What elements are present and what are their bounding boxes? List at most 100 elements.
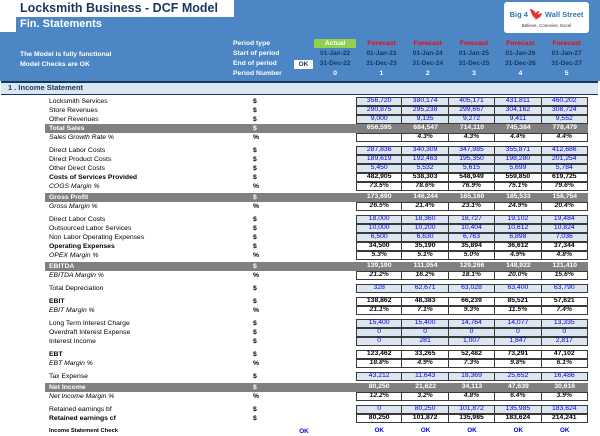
value-cell[interactable]: 34,500 [356,242,403,251]
period-start-cell[interactable]: 01-Jan-23 [366,50,397,57]
value-cell[interactable]: 1,847 [495,337,542,346]
period-end-cell[interactable]: 31-Dec-22 [319,60,351,67]
value-cell[interactable]: 30,616 [554,383,576,391]
value-cell[interactable]: 16,486 [541,372,588,381]
value-cell[interactable]: 0 [448,328,496,337]
value-cell[interactable]: 80,250 [368,383,390,391]
value-cell[interactable]: 0 [356,405,403,414]
value-cell[interactable]: 73,291 [495,350,542,359]
value-cell[interactable]: 5.1% [402,251,449,260]
value-cell[interactable]: 4.3% [402,133,449,142]
value-cell[interactable]: 18.8% [356,359,403,368]
value-cell[interactable]: 185,533 [506,193,531,201]
value-cell[interactable]: 6.4% [495,392,542,401]
value-cell[interactable]: 2,817 [541,337,588,346]
value-cell[interactable]: 5,699 [495,164,542,173]
value-cell[interactable]: 25,652 [495,372,542,381]
period-type-cell[interactable]: Forecast [552,40,581,47]
value-cell[interactable]: 165,160 [459,193,485,201]
value-cell[interactable]: 24.9% [495,202,542,211]
value-cell[interactable]: 290,875 [356,106,403,115]
value-cell[interactable]: 405,171 [448,97,496,106]
value-cell[interactable]: 129,266 [459,262,485,270]
period-end-cell[interactable]: 31-Dec-23 [366,60,397,67]
value-cell[interactable]: 101,872 [448,405,496,414]
value-cell[interactable]: 75.1% [495,182,542,191]
value-cell[interactable]: 123,462 [356,350,403,359]
value-cell[interactable]: 173,690 [366,193,392,201]
value-cell[interactable]: OK [513,427,524,435]
value-cell[interactable]: 19,484 [541,215,588,224]
value-cell[interactable]: 656,595 [366,124,392,132]
value-cell[interactable]: 9,411 [495,115,542,124]
value-cell[interactable]: 15,400 [402,319,449,328]
value-cell[interactable]: 26.5% [356,202,403,211]
value-cell[interactable]: 73.5% [356,182,403,191]
value-cell[interactable]: 10,000 [356,224,403,233]
value-cell[interactable]: 431,811 [495,97,542,106]
value-cell[interactable]: 33,265 [402,350,449,359]
value-cell[interactable]: 548,949 [448,173,496,182]
value-cell[interactable]: 36,612 [495,242,542,251]
value-cell[interactable]: 80,250 [402,405,449,414]
value-cell[interactable]: 4.9% [402,359,449,368]
value-cell[interactable]: 35,894 [448,242,496,251]
value-cell[interactable]: 63,790 [541,284,588,293]
value-cell[interactable]: 412,686 [541,146,588,155]
value-cell[interactable]: 10,404 [448,224,496,233]
value-cell[interactable]: 460,202 [541,97,588,106]
value-cell[interactable]: 52,482 [448,350,496,359]
value-cell[interactable]: 135,985 [495,405,542,414]
value-cell[interactable]: 5,784 [541,164,588,173]
value-cell[interactable]: 619,725 [541,173,588,182]
value-cell[interactable]: 745,384 [506,124,531,132]
period-type-cell[interactable]: Actual [314,39,357,48]
period-start-cell[interactable]: 01-Jan-27 [551,50,582,57]
value-cell[interactable]: 183,624 [541,405,588,414]
value-cell[interactable]: 139,190 [366,262,392,270]
value-cell[interactable]: 10,200 [402,224,449,233]
period-number-cell[interactable]: 1 [379,70,384,77]
period-type-cell[interactable]: Forecast [367,40,396,47]
value-cell[interactable]: 85,521 [495,297,542,306]
value-cell[interactable]: 192,463 [402,155,449,164]
value-cell[interactable]: 12.2% [356,392,403,401]
value-cell[interactable]: 340,309 [402,146,449,155]
value-cell[interactable] [356,133,403,142]
value-cell[interactable]: 9,552 [541,115,588,124]
period-end-cell[interactable]: 31-Dec-25 [458,60,490,67]
value-cell[interactable]: 538,303 [402,173,449,182]
value-cell[interactable]: 35,190 [402,242,449,251]
value-cell[interactable]: 11.5% [495,306,542,315]
value-cell[interactable]: 281 [402,337,449,346]
value-cell[interactable]: 6.1% [541,359,588,368]
value-cell[interactable]: 148,922 [506,262,531,270]
value-cell[interactable]: 3.9% [541,392,588,401]
value-cell[interactable]: 684,547 [413,124,438,132]
value-cell[interactable]: 78.6% [402,182,449,191]
value-cell[interactable]: 183,624 [495,414,542,423]
value-cell[interactable]: 0 [356,337,403,346]
value-cell[interactable]: 21.1% [356,306,403,315]
value-cell[interactable]: 43,212 [356,372,403,381]
period-number-cell[interactable]: 2 [425,70,430,77]
value-cell[interactable]: 347,985 [448,146,496,155]
period-number-cell[interactable]: 0 [333,70,338,77]
value-cell[interactable]: 714,110 [459,124,485,132]
value-cell[interactable]: 5,532 [402,164,449,173]
period-end-cell[interactable]: 31-Dec-27 [551,60,582,67]
value-cell[interactable]: 6,630 [402,233,449,242]
period-start-cell[interactable]: 01-Jan-24 [412,50,443,57]
value-cell[interactable]: 16.2% [402,271,449,280]
value-cell[interactable]: OK [467,427,477,435]
value-cell[interactable]: 21.2% [356,271,403,280]
period-start-cell[interactable]: 01-Jan-22 [320,50,351,57]
value-cell[interactable]: 214,241 [541,414,588,423]
value-cell[interactable]: 5,450 [356,164,403,173]
value-cell[interactable]: 21.4% [402,202,449,211]
value-cell[interactable]: 4.8% [448,392,496,401]
value-cell[interactable]: 20.0% [495,271,542,280]
value-cell[interactable]: 14,764 [448,319,496,328]
value-cell[interactable]: OK [560,427,570,435]
value-cell[interactable]: 9.8% [495,359,542,368]
